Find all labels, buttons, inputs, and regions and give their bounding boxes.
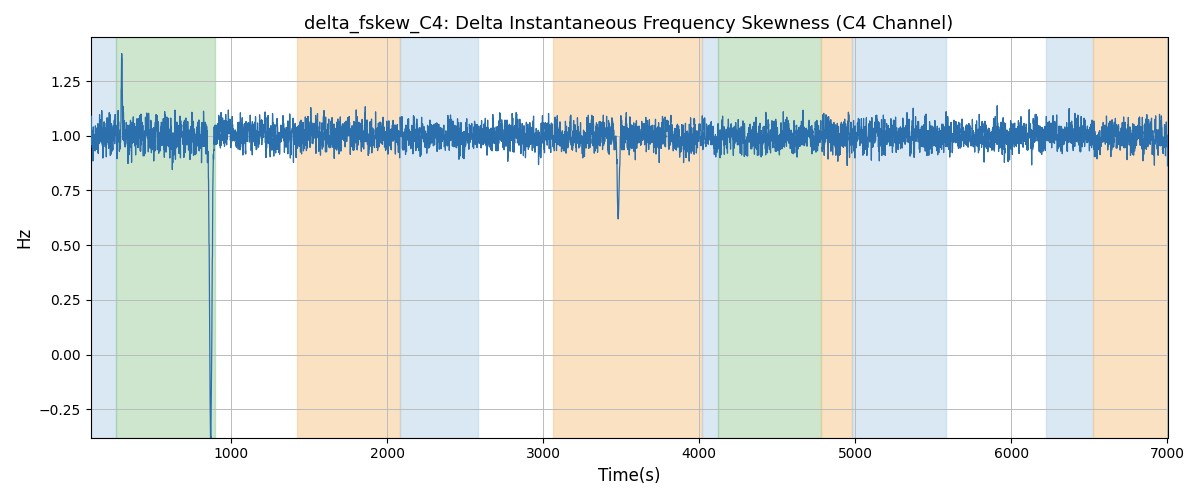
Bar	[552, 38, 702, 438]
Bar	[90, 38, 115, 438]
Bar	[821, 38, 852, 438]
Title: delta_fskew_C4: Delta Instantaneous Frequency Skewness (C4 Channel): delta_fskew_C4: Delta Instantaneous Freq…	[305, 15, 954, 34]
Bar	[1045, 38, 1092, 438]
Bar	[718, 38, 821, 438]
Bar	[115, 38, 215, 438]
Bar	[852, 38, 946, 438]
Bar	[702, 38, 718, 438]
Bar	[400, 38, 478, 438]
Bar	[296, 38, 400, 438]
Bar	[1092, 38, 1175, 438]
Y-axis label: Hz: Hz	[14, 227, 32, 248]
X-axis label: Time(s): Time(s)	[598, 467, 660, 485]
